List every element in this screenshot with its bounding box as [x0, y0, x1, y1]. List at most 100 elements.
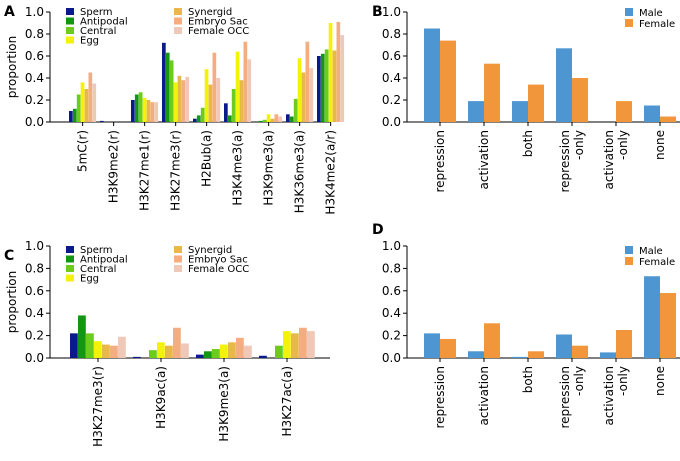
bar-embryo-sac: [150, 102, 155, 122]
legend-label: Synergid: [188, 7, 232, 18]
x-tick-label: none: [653, 130, 667, 160]
bar-female-occ: [181, 343, 189, 358]
bar-male: [512, 356, 528, 358]
legend-label: Central: [80, 264, 116, 275]
bar-embryo-sac: [243, 41, 248, 123]
y-tick-label: 0.2: [382, 329, 401, 343]
bar-male: [468, 101, 484, 122]
bar-synergid: [270, 118, 275, 122]
bar-synergid: [84, 89, 89, 122]
bar-embryo-sac: [274, 114, 279, 122]
bar-antipodal: [134, 94, 139, 122]
legend-swatch: [66, 255, 74, 263]
legend-label: Embryo Sac: [188, 17, 248, 28]
bar-synergid: [208, 84, 213, 122]
bar-egg: [173, 82, 178, 122]
bar-central: [138, 92, 143, 122]
legend-label: Antipodal: [80, 17, 128, 28]
bar-egg: [283, 331, 291, 358]
bar-synergid: [301, 72, 306, 122]
y-tick-label: 0.0: [382, 351, 401, 365]
bar-antipodal: [227, 115, 232, 122]
bar-central: [169, 60, 174, 122]
bar-central: [262, 119, 267, 122]
bar-female: [484, 323, 500, 358]
legend-label: Egg: [80, 274, 99, 285]
bar-egg: [328, 23, 333, 122]
panel-letter: B: [372, 4, 383, 20]
bar-female: [528, 84, 544, 122]
x-tick-label: activation-only: [602, 366, 630, 425]
x-tick-label: none: [653, 366, 667, 396]
y-tick-label: 0.0: [382, 115, 401, 129]
y-tick-label: 0.8: [25, 261, 44, 275]
legend-swatch: [174, 8, 182, 15]
bar-sperm: [286, 114, 290, 122]
legend-label: Male: [639, 8, 663, 19]
bar-female-occ: [154, 102, 159, 122]
bar-antipodal: [258, 120, 263, 122]
bar-sperm: [196, 354, 204, 358]
bar-egg: [80, 82, 85, 122]
x-tick-label: both: [521, 366, 535, 393]
bar-central: [324, 49, 329, 122]
bar-sperm: [193, 118, 197, 122]
bar-female: [440, 338, 456, 358]
panel-D: D 0.0 0.2 0.4 0.6 0.8 1.0 repression activation b…: [372, 222, 680, 429]
legend-swatch: [66, 274, 74, 282]
legend-label: Central: [80, 26, 116, 37]
y-tick-label: 0.8: [382, 261, 401, 275]
y-tick-label: 1.0: [25, 5, 44, 19]
legend-label: Female OCC: [188, 264, 249, 275]
bar-female: [528, 351, 544, 358]
x-tick-label: repression: [433, 130, 447, 193]
bar-embryo-sac: [299, 327, 307, 358]
bar-female-occ: [307, 331, 315, 358]
x-tick-label: activation: [477, 130, 491, 189]
bar-female-occ: [216, 78, 221, 122]
legend-swatch: [66, 265, 74, 272]
bar-sperm: [70, 333, 78, 358]
legend-label: Embryo Sac: [188, 255, 248, 266]
bar-egg: [266, 114, 271, 122]
bar-male: [600, 352, 616, 358]
bar-female-occ: [278, 116, 283, 122]
legend-label: Synergid: [188, 245, 232, 256]
legend-swatch: [174, 246, 182, 253]
bar-sperm: [100, 120, 104, 122]
legend-label: Female OCC: [188, 26, 249, 37]
y-tick-label: 0.2: [25, 93, 44, 107]
y-tick-label: 0.6: [25, 284, 44, 298]
bar-antipodal: [196, 115, 201, 122]
bar-female-occ: [340, 35, 345, 122]
bar-embryo-sac: [236, 337, 244, 358]
bar-synergid: [146, 100, 151, 122]
bar-embryo-sac: [305, 41, 310, 123]
bar-synergid: [102, 344, 110, 358]
x-tick-label: H3K36me3(a): [293, 130, 307, 213]
x-tick-label: activation-only: [602, 130, 630, 189]
x-tick-label: H3K27me3(r): [91, 366, 105, 447]
y-tick-label: 1.0: [25, 239, 44, 253]
bar-female-occ: [118, 336, 126, 358]
bar-male: [424, 333, 440, 358]
y-tick-label: 0.8: [382, 27, 401, 41]
bar-sperm: [131, 100, 135, 122]
bar-antipodal: [72, 108, 77, 122]
bar-synergid: [177, 75, 182, 122]
bar-synergid: [239, 80, 244, 122]
y-tick-label: 0.4: [382, 71, 401, 85]
y-tick-label: 0.4: [25, 306, 44, 320]
y-tick-label: 1.0: [382, 5, 401, 19]
bar-male: [512, 101, 528, 122]
bar-female-occ: [309, 68, 314, 122]
bar-female: [660, 293, 676, 358]
legend-label: Sperm: [80, 245, 113, 256]
y-tick-label: 0.0: [25, 115, 44, 129]
bar-central: [212, 349, 220, 358]
x-tick-label: repression: [433, 366, 447, 429]
